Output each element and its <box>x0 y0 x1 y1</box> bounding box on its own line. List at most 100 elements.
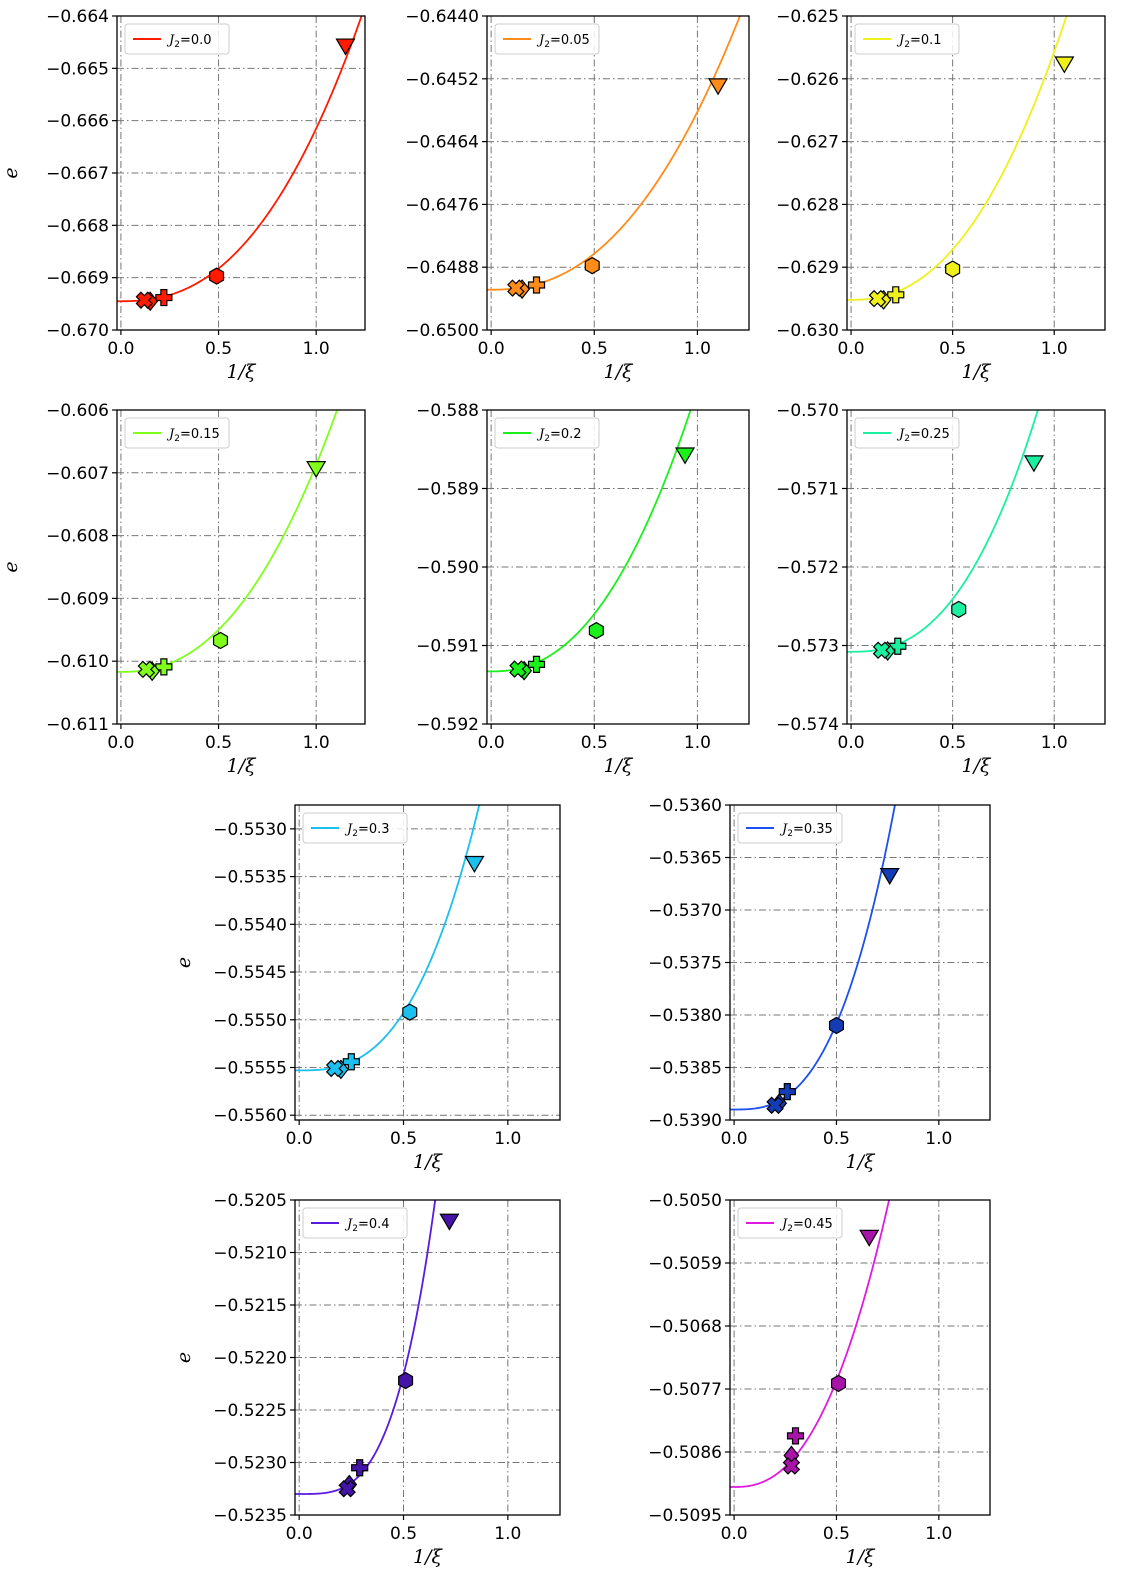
data-point-plus <box>889 637 907 655</box>
y-tick-label: −0.666 <box>46 112 109 132</box>
y-tick-label: −0.609 <box>46 589 109 609</box>
x-tick-label: 1.0 <box>494 1524 521 1544</box>
y-tick-label: −0.5560 <box>213 1106 287 1126</box>
legend-label: J2=0.25 <box>896 427 950 444</box>
x-tick-label: 0.0 <box>286 1524 313 1544</box>
legend-box <box>302 1207 408 1239</box>
y-tick-label: −0.5077 <box>648 1380 722 1400</box>
x-tick-label: 1.0 <box>494 1129 521 1149</box>
legend: J2=0.45 <box>737 1207 843 1239</box>
legend: J2=0.25 <box>854 417 960 449</box>
panel-3: 0.0 0.5 1.0 −0.630 −0.629 −0.628 −0.627 −0.626 −… <box>776 7 1106 383</box>
y-tick-label: −0.607 <box>46 464 109 484</box>
y-tick-label: −0.5390 <box>648 1111 722 1131</box>
y-tick-label: −0.5535 <box>213 868 287 888</box>
data-point-x <box>325 1059 344 1078</box>
y-tick-label: −0.5540 <box>213 915 287 935</box>
data-point-x <box>782 1457 801 1475</box>
x-axis-label: 1/ξ <box>227 361 257 383</box>
x-axis-label: 1/ξ <box>846 1151 876 1173</box>
y-tick-label: −0.574 <box>776 715 839 735</box>
x-tick-label: 0.5 <box>390 1524 417 1544</box>
y-tick-label: −0.665 <box>46 59 109 79</box>
y-tick-label: −0.5365 <box>648 849 722 869</box>
data-point-x <box>766 1096 784 1115</box>
x-axis-label: 1/ξ <box>413 1546 443 1568</box>
data-point-x <box>338 1479 356 1498</box>
fit-curve <box>730 805 896 1111</box>
panel-8: 0.0 0.5 1.0 −0.5390 −0.5385 −0.5380 −0.5375 −0.… <box>648 796 991 1173</box>
y-tick-label: −0.5225 <box>213 1401 287 1421</box>
data-point-plus <box>786 1427 805 1445</box>
x-tick-label: 0.0 <box>838 733 865 753</box>
fit-curve <box>847 410 1039 653</box>
x-tick-label: 0.0 <box>838 339 865 359</box>
legend: J2=0.4 <box>302 1207 408 1239</box>
y-axis-label: e <box>173 957 195 968</box>
y-tick-label: −0.5086 <box>648 1443 722 1463</box>
data-point-triangle <box>1054 56 1075 74</box>
y-tick-label: −0.573 <box>776 637 839 657</box>
data-point-hexagon <box>945 260 961 278</box>
legend-label: J2=0.1 <box>896 33 942 50</box>
x-tick-label: 1.0 <box>303 733 330 753</box>
x-tick-label: 0.5 <box>823 1524 850 1544</box>
y-tick-label: −0.5235 <box>213 1506 287 1526</box>
x-tick-label: 0.5 <box>581 339 608 359</box>
data-point-triangle <box>859 1229 880 1247</box>
y-tick-label: −0.6440 <box>405 7 479 27</box>
y-tick-label: −0.626 <box>776 70 839 90</box>
x-axis-label: 1/ξ <box>962 361 992 383</box>
x-tick-label: 0.5 <box>939 733 966 753</box>
data-point-plus <box>527 655 546 673</box>
y-tick-label: −0.667 <box>46 164 109 184</box>
legend-box <box>124 417 230 449</box>
y-tick-label: −0.608 <box>46 527 109 547</box>
legend: J2=0.1 <box>854 23 960 55</box>
y-tick-label: −0.5530 <box>213 820 287 840</box>
y-tick-label: −0.5059 <box>648 1254 722 1274</box>
legend-box <box>854 23 960 55</box>
plot-frame <box>294 804 561 1121</box>
legend-label: J2=0.4 <box>344 1217 390 1234</box>
y-tick-label: −0.5220 <box>213 1349 287 1369</box>
x-tick-label: 0.5 <box>939 339 966 359</box>
plot-frame <box>486 15 750 331</box>
y-tick-label: −0.5550 <box>213 1011 287 1031</box>
legend: J2=0.35 <box>737 812 843 844</box>
y-tick-label: −0.669 <box>46 269 109 289</box>
x-tick-label: 0.0 <box>286 1129 313 1149</box>
plot-frame <box>846 15 1106 331</box>
legend-box <box>854 417 960 449</box>
data-point-hexagon <box>209 267 225 285</box>
legend-box <box>737 1207 843 1239</box>
data-point-plus <box>342 1053 360 1071</box>
x-tick-label: 0.5 <box>390 1129 417 1149</box>
y-tick-label: −0.6452 <box>405 70 479 90</box>
x-tick-label: 0.5 <box>205 733 232 753</box>
legend-box <box>494 23 600 55</box>
y-tick-label: −0.610 <box>46 652 109 672</box>
y-tick-label: −0.668 <box>46 216 109 236</box>
y-tick-label: −0.5380 <box>648 1006 722 1026</box>
plot-frame <box>116 409 366 725</box>
y-tick-label: −0.611 <box>46 715 109 735</box>
y-tick-label: −0.5375 <box>648 954 722 974</box>
y-tick-label: −0.590 <box>416 558 479 578</box>
data-point-plus <box>527 276 546 294</box>
x-axis-label: 1/ξ <box>604 361 634 383</box>
x-tick-label: 1.0 <box>1041 339 1068 359</box>
data-point-triangle <box>674 447 696 465</box>
data-point-triangle <box>708 78 729 96</box>
data-point-triangle <box>464 855 485 873</box>
legend: J2=0.0 <box>124 23 230 55</box>
data-point-x <box>135 291 154 309</box>
y-tick-label: −0.570 <box>776 401 839 421</box>
data-point-x <box>509 660 527 678</box>
y-tick-label: −0.5215 <box>213 1296 287 1316</box>
panel-2: 0.0 0.5 1.0 −0.6500 −0.6488 −0.6476 −0.6464 −0.… <box>405 7 750 383</box>
data-point-triangle <box>1023 455 1044 473</box>
panel-7: 0.0 0.5 1.0 −0.5560 −0.5555 −0.5550 −0.5545 −0.… <box>173 804 561 1173</box>
x-axis-label: 1/ξ <box>846 1546 876 1568</box>
x-tick-label: 1.0 <box>684 339 711 359</box>
